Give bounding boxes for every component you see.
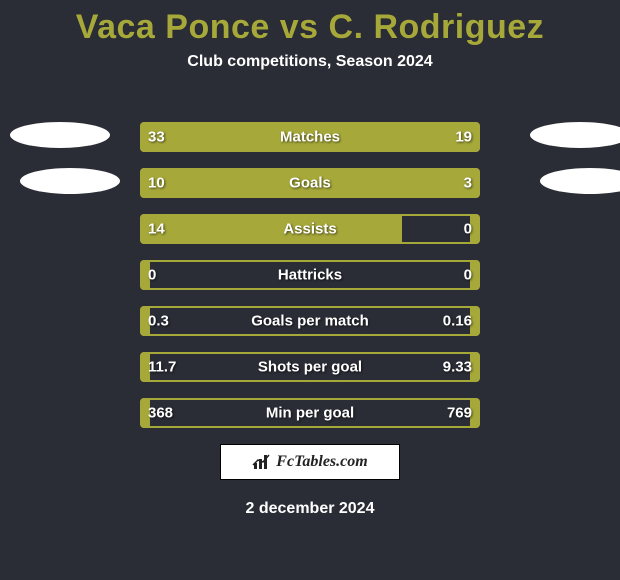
chart-icon	[252, 453, 272, 471]
value-right: 0.16	[443, 313, 472, 330]
left-logo-2	[20, 168, 120, 194]
value-left: 11.7	[148, 359, 176, 376]
value-left: 0	[148, 267, 156, 284]
value-right: 19	[455, 129, 472, 146]
stat-row: 11.7 9.33 Shots per goal	[140, 352, 480, 382]
stat-row: 33 19 Matches	[140, 122, 480, 152]
value-left: 0.3	[148, 313, 169, 330]
right-logo-2	[540, 168, 620, 194]
value-left: 10	[148, 175, 165, 192]
comparison-infographic: Vaca Ponce vs C. Rodriguez Club competit…	[0, 0, 620, 580]
stat-label: Matches	[280, 129, 340, 146]
value-left: 368	[148, 405, 173, 422]
page-title: Vaca Ponce vs C. Rodriguez	[0, 0, 620, 47]
stat-row: 10 3 Goals	[140, 168, 480, 198]
date-label: 2 december 2024	[0, 500, 620, 518]
value-right: 9.33	[443, 359, 472, 376]
stat-label: Hattricks	[278, 267, 342, 284]
value-left: 14	[148, 221, 165, 238]
watermark-text: FcTables.com	[276, 453, 367, 471]
value-right: 3	[464, 175, 472, 192]
stat-label: Assists	[283, 221, 336, 238]
stat-row: 0.3 0.16 Goals per match	[140, 306, 480, 336]
stat-label: Shots per goal	[258, 359, 362, 376]
value-right: 769	[447, 405, 472, 422]
page-subtitle: Club competitions, Season 2024	[0, 53, 620, 71]
watermark: FcTables.com	[220, 444, 400, 480]
right-logo-1	[530, 122, 620, 148]
left-logo-1	[10, 122, 110, 148]
bar-left	[140, 168, 395, 198]
value-right: 0	[464, 267, 472, 284]
stat-label: Min per goal	[266, 405, 354, 422]
stat-row: 0 0 Hattricks	[140, 260, 480, 290]
stat-row: 368 769 Min per goal	[140, 398, 480, 428]
comparison-bars: 33 19 Matches 10 3 Goals 14 0 Assists 0 0 Hattricks…	[140, 122, 480, 444]
value-left: 33	[148, 129, 165, 146]
bar-left	[140, 214, 402, 244]
stat-row: 14 0 Assists	[140, 214, 480, 244]
value-right: 0	[464, 221, 472, 238]
stat-label: Goals per match	[251, 313, 369, 330]
stat-label: Goals	[289, 175, 331, 192]
